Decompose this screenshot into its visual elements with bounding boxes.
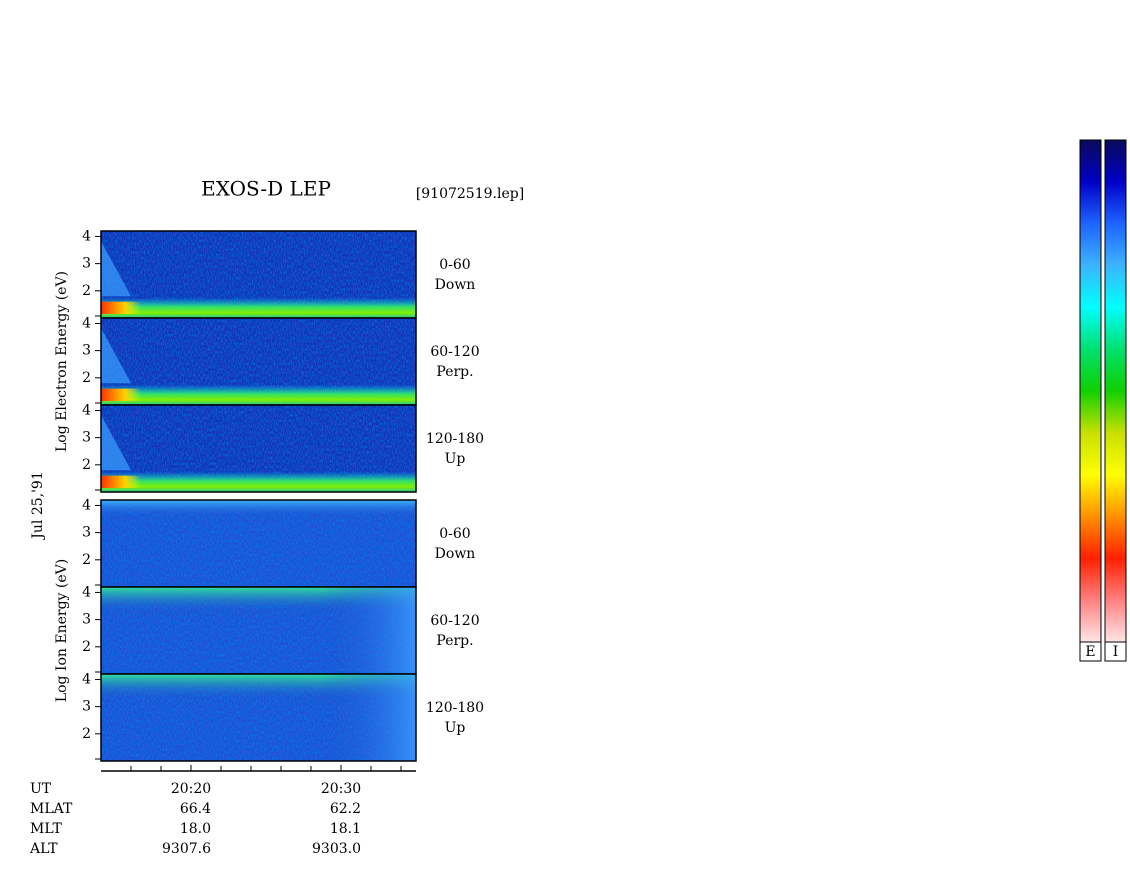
pitch-label: 60-120 — [430, 344, 479, 360]
panel-frame — [100, 404, 417, 493]
spectrogram-wedge — [101, 328, 131, 384]
info-row-label: ALT — [29, 841, 58, 857]
pitch-label: 60-120 — [430, 613, 479, 629]
direction-label: Up — [445, 720, 466, 736]
x-tick-label: 20:30 — [321, 781, 361, 797]
y-tick-label: 3 — [82, 343, 91, 359]
spectrogram-band — [101, 500, 416, 518]
y-tick-label: 4 — [82, 584, 91, 600]
info-row-label: UT — [30, 781, 52, 797]
spectrogram-band-hot — [101, 388, 141, 401]
y-tick-label: 3 — [82, 525, 91, 541]
y-tick-label: 3 — [82, 612, 91, 628]
y-tick-label: 2 — [82, 552, 91, 568]
spectrogram-band — [101, 471, 416, 492]
spectrogram-fade — [101, 674, 416, 761]
direction-label: Perp. — [436, 364, 473, 380]
colorbar — [1104, 139, 1127, 643]
colorbar-label-box — [1104, 641, 1127, 662]
info-row-value: 18.1 — [330, 821, 361, 837]
info-row-value: 62.2 — [330, 801, 361, 817]
info-row-value: 18.0 — [180, 821, 211, 837]
spectrogram-fade — [101, 587, 416, 674]
y-tick-label: 2 — [82, 726, 91, 742]
y-tick-label: 4 — [82, 402, 91, 418]
spectrogram-band-hot — [101, 475, 141, 488]
date-label: Jul 25,'91 — [30, 471, 46, 540]
y-tick-label: 2 — [82, 457, 91, 473]
info-row-value: 9303.0 — [312, 841, 361, 857]
y-tick-label: 4 — [82, 315, 91, 331]
y-tick-label: 2 — [82, 639, 91, 655]
y-tick-label: 4 — [82, 671, 91, 687]
file-label: [91072519.lep] — [416, 186, 524, 202]
direction-label: Up — [445, 451, 466, 467]
info-row-value: 66.4 — [180, 801, 211, 817]
spectrogram-band-hot — [101, 301, 141, 314]
panel-frame — [100, 673, 417, 762]
y-axis-label: Log Electron Energy (eV) — [54, 271, 70, 452]
info-row-label: MLAT — [30, 801, 73, 817]
spectrogram-wedge — [101, 415, 131, 471]
direction-label: Perp. — [436, 633, 473, 649]
info-row-label: MLT — [30, 821, 62, 837]
colorbar-label-box — [1079, 641, 1102, 662]
y-tick-label: 3 — [82, 430, 91, 446]
y-tick-label: 4 — [82, 497, 91, 513]
pitch-label: 0-60 — [439, 257, 470, 273]
spectrogram-band — [101, 297, 416, 318]
y-tick-label: 4 — [82, 228, 91, 244]
pitch-label: 0-60 — [439, 526, 470, 542]
y-tick-label: 3 — [82, 699, 91, 715]
colorbar — [1079, 139, 1102, 643]
pitch-label: 120-180 — [426, 431, 484, 447]
pitch-label: 120-180 — [426, 700, 484, 716]
colorbar-label: E — [1085, 644, 1095, 660]
info-row-value: 9307.6 — [162, 841, 211, 857]
spectrogram-band — [101, 384, 416, 405]
direction-label: Down — [435, 277, 476, 293]
colorbar-label: I — [1113, 644, 1119, 660]
chart-title: EXOS-D LEP — [201, 177, 331, 201]
y-axis-label: Log Ion Energy (eV) — [54, 559, 70, 702]
x-tick-label: 20:20 — [171, 781, 211, 797]
y-tick-label: 2 — [82, 370, 91, 386]
spectrogram-wedge — [101, 241, 131, 297]
direction-label: Down — [435, 546, 476, 562]
y-tick-label: 2 — [82, 283, 91, 299]
y-tick-label: 3 — [82, 256, 91, 272]
